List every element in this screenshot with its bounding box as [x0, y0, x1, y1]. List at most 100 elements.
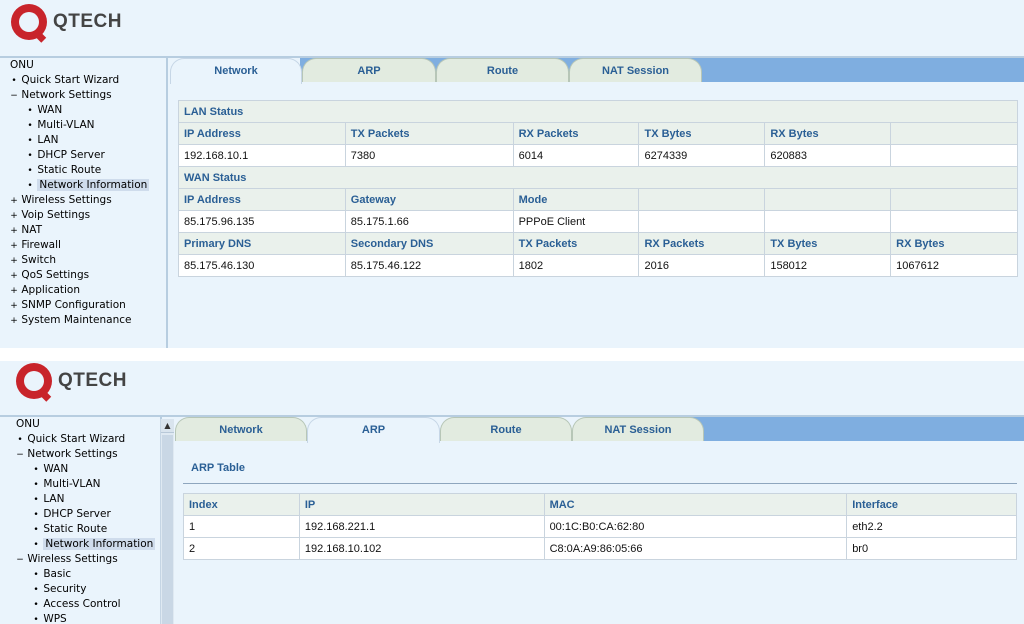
- sidebar-item-label: Multi-VLAN: [37, 119, 95, 131]
- tab-arp[interactable]: ARP: [302, 58, 436, 82]
- network-status-table: LAN Status IP Address TX Packets RX Pack…: [178, 100, 1018, 277]
- tab-nat-session[interactable]: NAT Session: [569, 58, 702, 82]
- sidebar-item-dhcp-server[interactable]: • DHCP Server: [0, 507, 160, 522]
- dns-value: 2016: [638, 254, 766, 277]
- sidebar-item-network-information[interactable]: • Network Information: [0, 178, 166, 193]
- sidebar-item-access-control[interactable]: • Access Control: [0, 597, 160, 612]
- sidebar-item-static-route[interactable]: • Static Route: [0, 163, 166, 178]
- sidebar-item-wps[interactable]: • WPS: [0, 612, 160, 624]
- sidebar-item-firewall[interactable]: + Firewall: [0, 238, 166, 253]
- brand-name: QTECH: [53, 11, 122, 32]
- sidebar-item-qos-settings[interactable]: + QoS Settings: [0, 268, 166, 283]
- bullet-icon: •: [33, 540, 39, 550]
- sidebar-item-dhcp-server[interactable]: • DHCP Server: [0, 148, 166, 163]
- qtech-logo-icon: [11, 4, 47, 43]
- lan-value: 192.168.10.1: [178, 144, 346, 167]
- sidebar-item-lan[interactable]: • LAN: [0, 492, 160, 507]
- arp-cell: 2: [183, 537, 300, 560]
- lan-value: [890, 144, 1018, 167]
- sidebar-item-label: LAN: [43, 493, 65, 505]
- sidebar-item-label: NAT: [21, 224, 42, 236]
- main-content: Network ARP Route NAT Session LAN Status…: [170, 58, 1024, 348]
- sidebar-item-label: Quick Start Wizard: [27, 433, 126, 445]
- sidebar-item-label: WPS: [43, 613, 67, 624]
- sidebar-item-wireless-settings[interactable]: + Wireless Settings: [0, 193, 166, 208]
- lan-header: RX Packets: [512, 122, 640, 145]
- sidebar-item-nat[interactable]: + NAT: [0, 223, 166, 238]
- sidebar: ONU • Quick Start Wizard − Network Setting…: [0, 58, 168, 348]
- wan-header: Mode: [512, 188, 640, 211]
- lan-status-title: LAN Status: [178, 100, 1018, 123]
- sidebar-item-voip-settings[interactable]: + Voip Settings: [0, 208, 166, 223]
- lan-header: RX Bytes: [764, 122, 892, 145]
- arp-tab-screen: QTECH ONU • Quick Start Wizard − Network S…: [0, 361, 1024, 624]
- bullet-icon: •: [27, 106, 33, 116]
- bullet-icon: •: [33, 510, 39, 520]
- sidebar-item-label: Network Information: [43, 538, 156, 550]
- sidebar-item-system-maintenance[interactable]: + System Maintenance: [0, 313, 166, 328]
- dns-value: 158012: [764, 254, 892, 277]
- sidebar-item-multi-vlan[interactable]: • Multi-VLAN: [0, 118, 166, 133]
- sidebar-item-application[interactable]: + Application: [0, 283, 166, 298]
- sidebar-item-network-settings[interactable]: − Network Settings: [0, 88, 166, 103]
- wan-header: Gateway: [344, 188, 514, 211]
- wan-header-row: IP Address Gateway Mode: [178, 188, 1018, 211]
- wan-values-row: 85.175.96.135 85.175.1.66 PPPoE Client: [178, 210, 1018, 233]
- tab-bar: Network ARP Route NAT Session: [170, 58, 1024, 84]
- qtech-logo: QTECH: [16, 363, 127, 402]
- tab-network[interactable]: Network: [170, 58, 302, 84]
- sidebar-scrollbar[interactable]: ▲: [160, 419, 174, 624]
- sidebar-item-switch[interactable]: + Switch: [0, 253, 166, 268]
- sidebar-item-onu[interactable]: ONU: [0, 58, 166, 73]
- dns-header: RX Bytes: [890, 232, 1018, 255]
- sidebar-item-label: Security: [43, 583, 87, 595]
- tab-route[interactable]: Route: [440, 417, 572, 441]
- arp-header: MAC: [543, 493, 848, 516]
- sidebar-item-quick-start-wizard[interactable]: • Quick Start Wizard: [0, 432, 160, 447]
- sidebar-item-security[interactable]: • Security: [0, 582, 160, 597]
- sidebar-item-lan[interactable]: • LAN: [0, 133, 166, 148]
- dns-header: TX Bytes: [764, 232, 892, 255]
- sidebar-item-wan[interactable]: • WAN: [0, 462, 160, 477]
- lan-header-row: IP Address TX Packets RX Packets TX Byte…: [178, 122, 1018, 145]
- sidebar-item-quick-start-wizard[interactable]: • Quick Start Wizard: [0, 73, 166, 88]
- wan-value: 85.175.1.66: [344, 210, 514, 233]
- arp-header-row: Index IP MAC Interface: [183, 493, 1017, 516]
- tab-route[interactable]: Route: [436, 58, 569, 82]
- sidebar-item-snmp-configuration[interactable]: + SNMP Configuration: [0, 298, 166, 313]
- tab-network[interactable]: Network: [175, 417, 307, 441]
- lan-value: 7380: [344, 144, 514, 167]
- sidebar-item-label: System Maintenance: [21, 314, 132, 326]
- sidebar-item-multi-vlan[interactable]: • Multi-VLAN: [0, 477, 160, 492]
- sidebar-item-label: WAN: [37, 104, 63, 116]
- sidebar-item-network-settings[interactable]: − Network Settings: [0, 447, 160, 462]
- arp-cell: br0: [846, 537, 1017, 560]
- lan-value: 6014: [512, 144, 640, 167]
- network-tab-screen: QTECH ONU • Quick Start Wizard − Network S…: [0, 0, 1024, 348]
- arp-cell: 1: [183, 515, 300, 538]
- tab-arp[interactable]: ARP: [307, 417, 440, 443]
- tab-nat-session[interactable]: NAT Session: [572, 417, 704, 441]
- divider: [183, 483, 1017, 484]
- bullet-icon: •: [27, 151, 33, 161]
- sidebar-item-label: DHCP Server: [43, 508, 111, 520]
- wan-header: IP Address: [178, 188, 346, 211]
- scroll-thumb[interactable]: [162, 435, 173, 624]
- sidebar-item-label: Basic: [43, 568, 72, 580]
- lan-status-row: LAN Status: [178, 100, 1018, 123]
- sidebar-item-network-information[interactable]: • Network Information: [0, 537, 160, 552]
- main-content: Network ARP Route NAT Session ARP Table …: [175, 417, 1024, 624]
- sidebar-menu: ONU • Quick Start Wizard − Network Setting…: [0, 58, 166, 328]
- dns-header: TX Packets: [512, 232, 640, 255]
- bullet-icon: •: [33, 615, 39, 624]
- scroll-up-arrow-icon[interactable]: ▲: [161, 419, 174, 433]
- sidebar-item-wan[interactable]: • WAN: [0, 103, 166, 118]
- wan-status-row: WAN Status: [178, 166, 1018, 189]
- expand-icon: +: [10, 241, 18, 251]
- sidebar-item-static-route[interactable]: • Static Route: [0, 522, 160, 537]
- sidebar-item-onu[interactable]: ONU: [0, 417, 160, 432]
- sidebar-item-basic[interactable]: • Basic: [0, 567, 160, 582]
- sidebar-item-wireless-settings[interactable]: − Wireless Settings: [0, 552, 160, 567]
- dns-value: 1802: [512, 254, 640, 277]
- wan-value: [890, 210, 1018, 233]
